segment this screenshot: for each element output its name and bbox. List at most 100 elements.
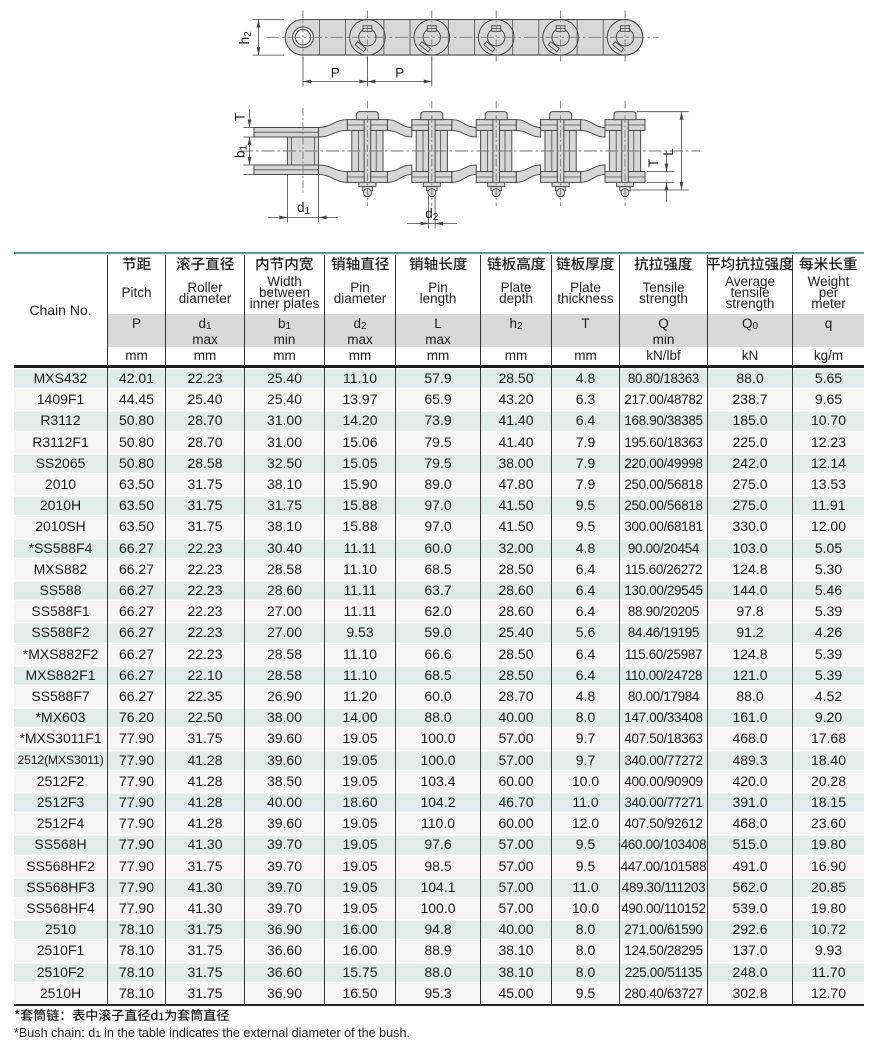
cell-plate-thickness: 8.0 xyxy=(552,940,620,962)
column-header-width: Width between inner plates b1 min mm xyxy=(245,254,325,368)
cell-pin-diameter: 11.10 xyxy=(325,368,396,390)
cell-plate-depth: 57.00 xyxy=(481,749,552,771)
cell-pitch: 78.10 xyxy=(108,919,166,941)
cell-plate-thickness: 6.4 xyxy=(552,558,620,581)
header-unit-plate-depth: mm xyxy=(504,347,528,363)
symbol-base: T xyxy=(581,316,590,331)
dimension-label-T-left: T xyxy=(233,113,248,121)
header-cn-plate-thickness xyxy=(556,256,615,270)
cell-pin-diameter: 19.05 xyxy=(325,770,396,793)
chain-no-cell: *MXS3011F1 xyxy=(14,728,108,750)
chain-no-cell: SS568HF2 xyxy=(14,855,108,877)
cell-plate-depth: 32.00 xyxy=(481,537,552,559)
cell-weight: 12.14 xyxy=(793,452,864,475)
dimension-label-T-right: T xyxy=(646,159,661,167)
cell-roller: 22.50 xyxy=(166,707,245,729)
cell-roller: 41.30 xyxy=(166,834,245,856)
cell-pitch: 77.90 xyxy=(108,855,166,877)
cell-tensile: 147.00/33408 xyxy=(620,707,708,729)
cell-weight: 12.00 xyxy=(793,516,864,538)
cotter-pin xyxy=(483,41,496,53)
cell-pitch: 66.27 xyxy=(108,580,166,602)
cell-plate-thickness: 6.4 xyxy=(552,410,620,432)
footnote-cn xyxy=(14,1009,229,1022)
cranked-plate xyxy=(451,164,477,183)
header-en-width: Width between inner plates xyxy=(249,274,320,311)
chain-no-cell: SS588F1 xyxy=(14,601,108,623)
cell-avg-tensile: 242.0 xyxy=(708,452,793,475)
cell-avg-tensile: 238.7 xyxy=(708,389,793,411)
cell-pitch: 63.50 xyxy=(108,495,166,517)
table-row: SS588F2 66.27 22.23 27.00 9.53 59.0 25.40 5.6 84… xyxy=(14,622,864,644)
chain-no-cell: R3112F1 xyxy=(14,431,108,453)
header-symbol-pitch: P xyxy=(108,313,165,347)
cell-width: 28.58 xyxy=(245,643,325,665)
symbol-line: d2 xyxy=(325,317,395,333)
cell-width: 25.40 xyxy=(245,389,325,411)
header-en-plate-thickness: Plate thickness xyxy=(557,279,614,306)
cell-roller: 41.28 xyxy=(166,749,245,771)
header-name-block-tensile: Tensile strength xyxy=(620,255,707,314)
cell-weight: 9.93 xyxy=(793,940,864,962)
cell-width: 36.60 xyxy=(245,961,325,983)
cell-avg-tensile: 97.8 xyxy=(708,601,793,623)
cell-plate-depth: 38.10 xyxy=(481,961,552,983)
cell-tensile: 80.80/18363 xyxy=(620,368,708,390)
cell-pin-diameter: 11.10 xyxy=(325,664,396,687)
cell-avg-tensile: 275.0 xyxy=(708,474,793,496)
table-row: 2010H 63.50 31.75 31.75 15.88 97.0 41.50 9.5 250… xyxy=(14,495,864,517)
cotter-pin xyxy=(612,41,625,53)
cell-roller: 22.23 xyxy=(166,558,245,581)
cell-weight: 10.70 xyxy=(793,410,864,432)
cell-plate-thickness: 7.9 xyxy=(552,431,620,453)
table-body: MXS432 42.01 22.23 25.40 11.10 57.9 28.50 4.8 80… xyxy=(14,368,864,1005)
cell-width: 27.00 xyxy=(245,622,325,644)
cell-pitch: 66.27 xyxy=(108,537,166,559)
header-name-block-plate-depth: Plate depth xyxy=(481,255,551,314)
chain-no-cell: SS588 xyxy=(14,580,108,602)
cell-plate-depth: 41.50 xyxy=(481,516,552,538)
cell-pitch: 76.20 xyxy=(108,707,166,729)
cell-pin-length: 97.0 xyxy=(396,516,481,538)
chain-no-cell: MXS882F1 xyxy=(14,664,108,687)
cell-plate-depth: 28.60 xyxy=(481,580,552,602)
cell-avg-tensile: 88.0 xyxy=(708,686,793,708)
cell-weight: 5.39 xyxy=(793,664,864,687)
table-bottom-line xyxy=(14,1004,864,1006)
cell-pin-length: 65.9 xyxy=(396,389,481,411)
header-name-block-weight: Weight per meter xyxy=(793,255,864,314)
symbol-base: h xyxy=(509,316,517,331)
cell-plate-thickness: 7.9 xyxy=(552,452,620,475)
cell-avg-tensile: 539.0 xyxy=(708,898,793,920)
cell-avg-tensile: 302.8 xyxy=(708,982,793,1005)
cell-roller: 22.23 xyxy=(166,601,245,623)
cell-weight: 4.26 xyxy=(793,622,864,644)
chain-no-cell: SS588F2 xyxy=(14,622,108,644)
cell-weight: 5.65 xyxy=(793,368,864,390)
chain-no-cell: R3112 xyxy=(14,410,108,432)
cell-tensile: 250.00/56818 xyxy=(620,495,708,517)
column-header-avg-tensile: Average tensile strength Q0 kN xyxy=(706,254,794,368)
table-row: 2512F3 77.90 41.28 40.00 18.60 104.2 46.70 11.0… xyxy=(14,792,864,814)
cell-pitch: 50.80 xyxy=(108,410,166,432)
cell-pin-diameter: 14.00 xyxy=(325,707,396,729)
chain-no-cell: 2510F2 xyxy=(14,961,108,983)
footnotes: *Bush chain: d1 in the table indicates t… xyxy=(14,1008,410,1040)
cell-weight: 9.20 xyxy=(793,707,864,729)
cell-plate-depth: 28.60 xyxy=(481,601,552,623)
header-symbol-width: b1 min xyxy=(245,313,324,347)
cell-pin-length: 88.0 xyxy=(396,707,481,729)
cell-pin-diameter: 11.20 xyxy=(325,686,396,708)
cell-roller: 31.75 xyxy=(166,982,245,1005)
header-name-block-width: Width between inner plates xyxy=(245,255,324,314)
cell-plate-thickness: 8.0 xyxy=(552,919,620,941)
cell-pin-diameter: 15.05 xyxy=(325,452,396,475)
cell-plate-thickness: 6.4 xyxy=(552,664,620,687)
cell-avg-tensile: 144.0 xyxy=(708,580,793,602)
cell-pin-length: 68.5 xyxy=(396,558,481,581)
